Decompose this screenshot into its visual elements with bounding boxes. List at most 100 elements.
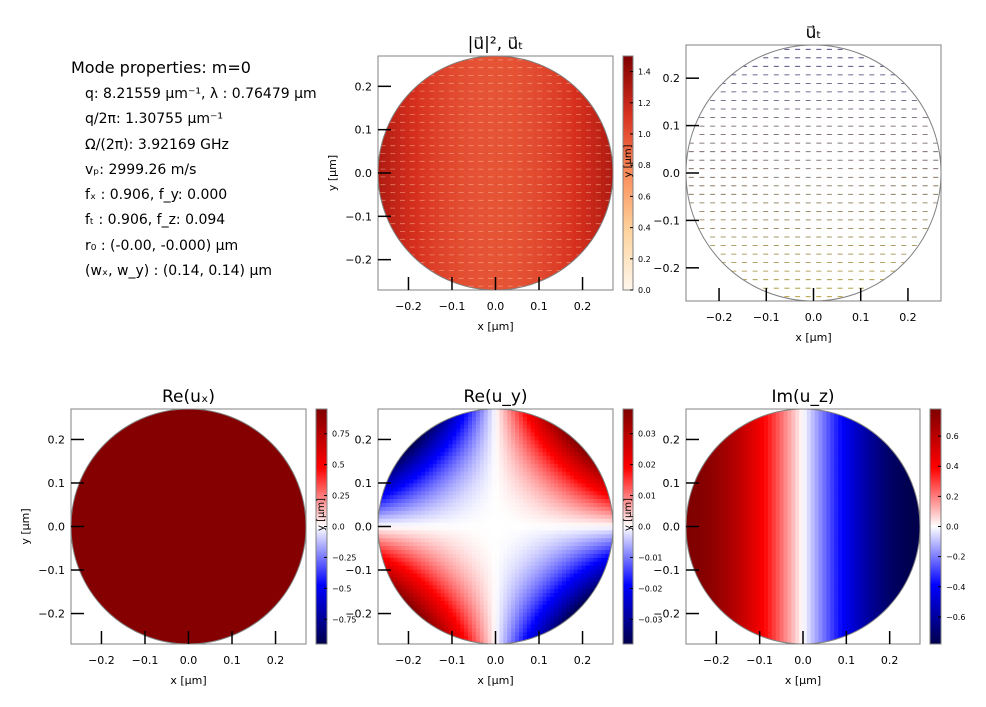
- y-axis-label: y [µm]: [19, 508, 32, 544]
- x-tick-label: 0.0: [805, 311, 823, 324]
- colorbar-tick-label: −0.2: [946, 553, 965, 562]
- panel-title: Im(u_z): [771, 387, 834, 407]
- x-tick-label: −0.1: [439, 654, 466, 667]
- colorbar-label: y [µm]: [623, 498, 634, 531]
- colorbar-tick-label: 0.0: [638, 286, 651, 295]
- y-tick-label: 0.0: [355, 521, 373, 534]
- colorbar-tick-label: 0.6: [946, 432, 959, 441]
- y-tick-label: −0.2: [653, 262, 680, 275]
- x-tick-label: −0.2: [706, 311, 733, 324]
- x-tick-label: −0.2: [395, 654, 422, 667]
- arrows-intensity: [380, 59, 611, 287]
- arrows-vector-arrows: [688, 48, 939, 298]
- x-tick-label: 0.2: [574, 654, 592, 667]
- colorbar-tick-label: −0.75: [332, 615, 357, 624]
- x-tick-label: −0.1: [439, 300, 466, 313]
- panel-title: Re(uₓ): [162, 387, 215, 407]
- prop-r0: r₀ : (-0.00, -0.000) µm: [85, 237, 239, 254]
- x-tick-label: 0.1: [530, 300, 548, 313]
- colorbar-tick-label: 0.5: [332, 461, 345, 470]
- colorbar-tick-label: 0.6: [638, 192, 651, 201]
- y-tick-label: 0.2: [355, 433, 373, 446]
- panel-im_uz: −0.2 −0.1 0.0 0.1 0.2 −0.2 −0.1 0.0 0.1 0.2 x [µm]…: [653, 387, 965, 687]
- panel-vector-arrows: −0.2 −0.1 0.0 0.1 0.2 −0.2 −0.1 0.0 0.1 0.2 x [µm]…: [653, 23, 942, 344]
- colorbar-tick-label: 0.01: [638, 492, 656, 501]
- prop-fx-fy: fₓ : 0.906, f_y: 0.000: [85, 187, 228, 204]
- colorbar-tick-label: −0.5: [332, 584, 351, 593]
- x-tick-label: 0.1: [838, 654, 856, 667]
- prop-width: (wₓ, w_y) : (0.14, 0.14) µm: [85, 263, 273, 280]
- panel-title: u⃗ₜ: [806, 23, 822, 43]
- colorbar-tick-label: 0.02: [638, 461, 656, 470]
- x-tick-label: 0.2: [267, 654, 285, 667]
- y-tick-label: −0.1: [653, 564, 680, 577]
- colorbar-tick-label: −0.6: [946, 613, 965, 622]
- colorbar-tick-label: 0.8: [638, 161, 651, 170]
- colorbar-tick-label: 0.0: [332, 523, 345, 532]
- y-tick-label: 0.2: [355, 80, 373, 93]
- colorbar-tick-label: 0.75: [332, 430, 350, 439]
- x-tick-label: 0.1: [852, 311, 870, 324]
- x-tick-label: 0.0: [487, 654, 505, 667]
- colorbar: 0.0 0.2 0.4 0.6 0.8 1.0 1.2 1.4 y [µm]: [622, 55, 651, 295]
- colorbar: −0.6 −0.4 −0.2 0.0 0.2 0.4 0.6: [929, 408, 965, 645]
- y-tick-label: −0.2: [345, 608, 372, 621]
- y-tick-label: 0.0: [663, 167, 681, 180]
- colorbar-tick-label: 0.0: [946, 523, 959, 532]
- y-tick-label: 0.1: [355, 477, 373, 490]
- x-axis-label: x [µm]: [477, 320, 513, 333]
- x-tick-label: 0.2: [881, 654, 899, 667]
- y-tick-label: 0.1: [48, 477, 66, 490]
- colorbar-tick-label: 1.0: [638, 130, 651, 139]
- colorbar-tick-label: 0.4: [638, 224, 651, 233]
- colorbar-tick-label: 1.2: [638, 99, 651, 108]
- colorbar-gradient: [622, 55, 634, 291]
- y-tick-label: −0.1: [653, 214, 680, 227]
- x-tick-label: −0.1: [132, 654, 159, 667]
- x-tick-label: 0.2: [899, 311, 917, 324]
- x-tick-label: 0.0: [794, 654, 812, 667]
- colorbar-label: y [µm]: [316, 498, 327, 531]
- colorbar-tick-label: −0.02: [638, 584, 663, 593]
- prop-vp: vₚ: 2999.26 m/s: [85, 161, 197, 178]
- y-tick-label: −0.1: [345, 210, 372, 223]
- prop-q-2pi: q/2π: 1.30755 µm⁻¹: [85, 111, 223, 128]
- colorbar: −0.75 −0.5 −0.25 0.0 0.25 0.5 0.75 y [µm]: [315, 408, 357, 645]
- y-tick-label: −0.2: [653, 608, 680, 621]
- panel-re_uy: −0.2 −0.1 0.0 0.1 0.2 −0.2 −0.1 0.0 0.1 0.2 x [µm]…: [345, 387, 662, 687]
- y-tick-label: −0.2: [345, 254, 372, 267]
- colorbar-tick-label: −0.4: [946, 583, 965, 592]
- y-tick-label: 0.0: [48, 521, 66, 534]
- colorbar: −0.03 −0.02 −0.01 0.0 0.01 0.02 0.03 y [µm]: [622, 408, 663, 645]
- colorbar-tick-label: 0.03: [638, 430, 656, 439]
- panel-title: Re(u_y): [463, 387, 527, 407]
- colorbar-tick-label: 1.4: [638, 68, 651, 77]
- x-tick-label: 0.0: [487, 300, 505, 313]
- y-tick-label: 0.2: [663, 72, 681, 85]
- y-axis-label: y [µm]: [326, 155, 339, 191]
- y-tick-label: 0.1: [663, 120, 681, 133]
- colorbar-tick-label: 0.2: [946, 492, 959, 501]
- x-axis-label: x [µm]: [795, 331, 831, 344]
- properties-title: Mode properties: m=0: [71, 58, 251, 77]
- prop-q: q: 8.21559 µm⁻¹, λ : 0.76479 µm: [85, 86, 317, 102]
- x-tick-label: 0.1: [530, 654, 548, 667]
- x-tick-label: −0.2: [395, 300, 422, 313]
- x-tick-label: −0.2: [88, 654, 115, 667]
- y-tick-label: −0.1: [345, 564, 372, 577]
- y-tick-label: −0.1: [38, 564, 65, 577]
- panel-title: |u⃗|², u⃗ₜ: [468, 34, 524, 54]
- x-axis-label: x [µm]: [170, 674, 206, 687]
- y-tick-label: 0.1: [663, 477, 681, 490]
- colorbar-tick-label: 0.0: [638, 523, 651, 532]
- y-tick-label: 0.1: [355, 124, 373, 137]
- x-tick-label: −0.1: [746, 654, 773, 667]
- y-tick-label: 0.0: [355, 167, 373, 180]
- x-tick-label: −0.1: [753, 311, 780, 324]
- x-axis-label: x [µm]: [785, 674, 821, 687]
- colorbar-tick-label: −0.01: [638, 553, 663, 562]
- y-tick-label: 0.2: [48, 433, 66, 446]
- colorbar-tick-label: −0.25: [332, 553, 357, 562]
- panel-re_ux: −0.2 −0.1 0.0 0.1 0.2 −0.2 −0.1 0.0 0.1 0.2 x [µm]…: [19, 387, 357, 687]
